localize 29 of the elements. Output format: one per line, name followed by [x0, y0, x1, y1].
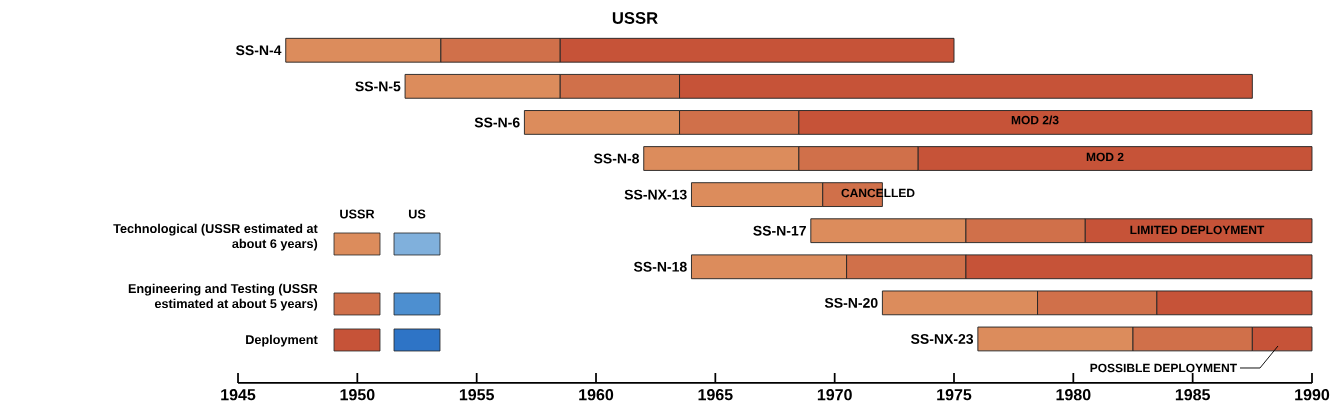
y-tick-label: SS-N-20	[824, 297, 878, 308]
annotation: MOD 2	[1086, 152, 1124, 162]
annotation: LIMITED DEPLOYMENT	[1130, 225, 1265, 235]
annotation: USSR	[340, 209, 375, 219]
y-tick-label: SS-N-8	[593, 153, 640, 164]
x-tick-label: 1985	[1175, 389, 1210, 401]
x-tick-label: 1945	[221, 389, 256, 401]
y-tick-label: SS-NX-23	[910, 334, 974, 344]
annotation: MOD 2/3	[1011, 115, 1059, 125]
y-tick-label: SS-N-5	[355, 81, 401, 92]
y-tick-label: SS-N-4	[235, 45, 282, 56]
y-tick-label: SS-NX-13	[624, 189, 687, 200]
x-tick-label: 1965	[698, 389, 733, 401]
legend-label: Technological (USSR estimated at about 6 years)	[113, 223, 318, 251]
x-tick-label: 1950	[340, 389, 375, 401]
x-tick-label: 1980	[1056, 389, 1091, 401]
y-tick-label: SS-N-17	[753, 225, 806, 236]
legend-label: Engineering and Testing (USSR estimated at about 5 years)	[128, 283, 318, 311]
x-tick-label: 1990	[1295, 389, 1330, 401]
x-tick-label: 1960	[579, 389, 614, 401]
legend-label: Deployment	[246, 334, 318, 347]
y-tick-label: SS-N-6	[474, 117, 520, 128]
annotation: US	[408, 209, 426, 219]
x-tick-label: 1975	[937, 389, 972, 401]
text: POSSIBLE DEPLOYMENT	[1090, 363, 1237, 373]
x-tick-label: 1955	[459, 389, 495, 401]
chart-title: USSR	[612, 12, 658, 24]
y-tick-label: SS-N-18	[633, 261, 687, 272]
x-tick-label: 1970	[817, 389, 852, 401]
